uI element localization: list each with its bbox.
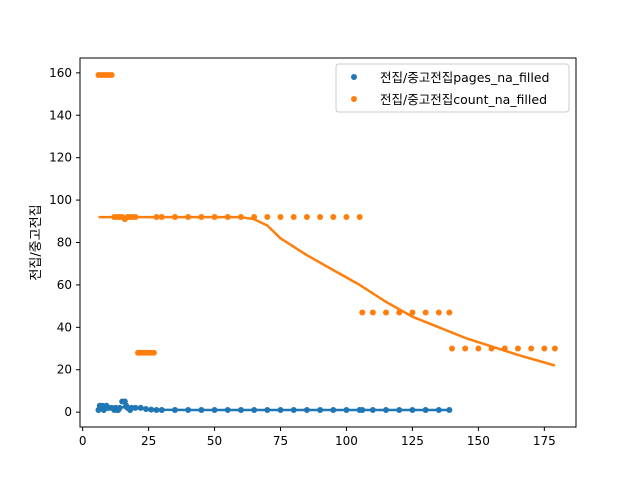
data-point [449,345,455,352]
x-tick-label: 175 [533,434,556,448]
data-point [359,309,366,316]
trend-line [98,215,556,367]
legend-marker [351,96,357,102]
x-tick-label: 75 [273,434,288,448]
y-tick-label: 0 [64,405,72,419]
y-axis-label: 전집/중고전집 [29,204,44,280]
legend: 전집/중고전집pages_na_filled 전집/중고전집count_na_fi… [335,63,570,113]
legend-box [335,63,570,113]
plot-frame [79,57,577,428]
trend-line [98,404,450,412]
data-point [514,345,521,352]
data-point [409,309,416,316]
x-tick-label: 100 [335,434,358,448]
plot-layer [95,71,558,414]
data-point [422,309,429,316]
data-point [462,345,469,352]
data-point [330,214,337,221]
legend-label: 전집/중고전집pages_na_filled [380,70,549,85]
data-point [356,214,363,221]
series-2 [95,71,558,367]
y-tick-label: 20 [57,363,72,377]
legend-marker [351,74,357,80]
data-point [551,345,558,352]
x-tick-label: 150 [467,434,490,448]
x-tick-label: 50 [207,434,222,448]
x-tick-label: 125 [401,434,424,448]
data-point [290,214,297,221]
x-tick-label: 25 [141,434,156,448]
data-point [150,349,157,356]
y-tick-label: 120 [49,151,72,165]
data-point [383,309,390,316]
legend-label: 전집/중고전집count_na_filled [380,92,547,107]
data-point [277,214,284,221]
data-point [264,214,271,221]
data-point [317,214,324,221]
y-tick-label: 160 [49,66,72,80]
data-point [541,345,548,352]
x-axis: 0 25 50 75 100 125 150 175 [79,427,556,448]
data-point [108,71,115,78]
data-point [303,214,310,221]
x-tick-label: 0 [79,434,87,448]
data-point [446,309,453,316]
y-tick-label: 80 [57,236,72,250]
data-point [475,345,482,352]
y-tick-label: 60 [57,278,72,292]
data-point [528,345,535,352]
y-tick-label: 140 [49,108,72,122]
y-tick-label: 40 [57,320,72,334]
y-tick-label: 100 [49,193,72,207]
data-point [369,309,376,316]
y-axis: 0 20 40 60 80 100 120 140 160 [49,66,80,419]
series-1 [95,398,453,414]
data-point [343,214,350,221]
data-point [435,309,442,316]
